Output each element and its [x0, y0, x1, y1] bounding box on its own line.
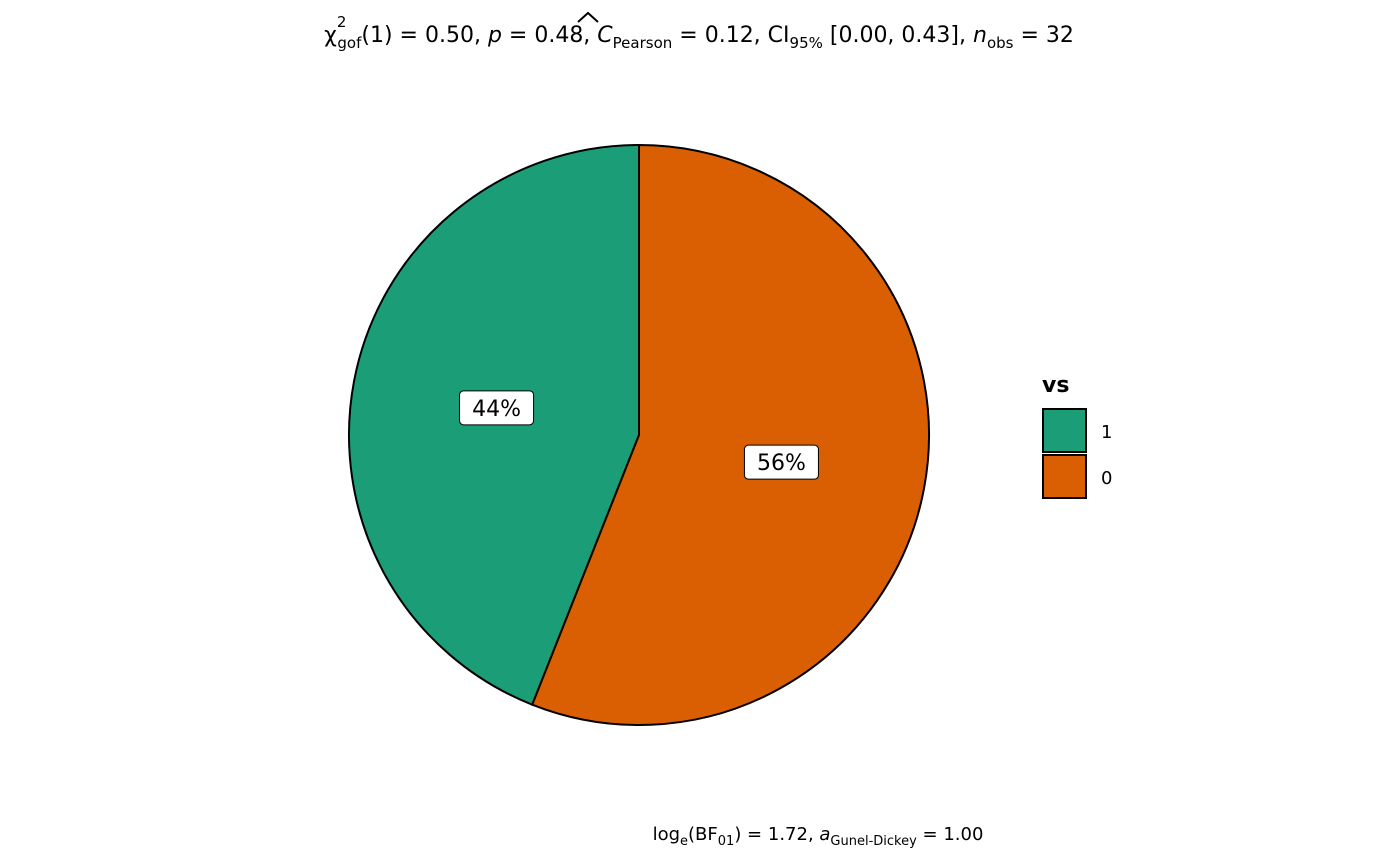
- title-n: n: [973, 23, 987, 48]
- title-df: (1): [361, 23, 392, 48]
- pie-label-box: [459, 390, 535, 426]
- title-chi: χ: [324, 23, 337, 48]
- legend-key-1: [1042, 408, 1087, 453]
- caption-log-sub: e: [680, 834, 688, 849]
- legend-label-0: 0: [1101, 468, 1112, 489]
- title-p: p: [487, 23, 502, 48]
- caption-bf-close: ) = 1.72,: [734, 824, 819, 845]
- pie-slice-labels: 44% 56%: [459, 390, 819, 480]
- caption-bf-open: (BF: [688, 824, 718, 845]
- title-ci-sub: 95%: [790, 34, 823, 52]
- title-hat-mark: [577, 11, 599, 23]
- title-c: C: [597, 23, 613, 48]
- title-n-sub: obs: [987, 34, 1014, 52]
- chart-title: χ2 gof(1) = 0.50, p = 0.48, CPearson = 0.…: [324, 11, 1074, 52]
- chart-caption: loge(BF01) = 1.72, aGunel-Dickey = 1.00: [653, 824, 984, 849]
- title-chi-sub: gof: [337, 34, 362, 52]
- svg-text:loge(BF01) = 1.72, aGunel-Dick: loge(BF01) = 1.72, aGunel-Dickey = 1.00: [653, 824, 984, 849]
- caption-log: log: [653, 824, 680, 845]
- pie-label-0: 56%: [743, 444, 819, 480]
- title-eq1: = 0.50,: [393, 23, 488, 48]
- legend: vs 10: [1042, 373, 1112, 499]
- caption-eq: = 1.00: [917, 824, 984, 845]
- legend-label-1: 1: [1101, 422, 1112, 443]
- caption-a: a: [819, 824, 830, 845]
- title-eq2: = 0.48,: [502, 23, 597, 48]
- title-eq4: = 32: [1013, 23, 1073, 48]
- title-c-sub: Pearson: [613, 34, 673, 52]
- legend-items: 10: [1042, 408, 1112, 499]
- pie-label-1: 44%: [459, 390, 535, 426]
- pie-slice-0: [530, 143, 930, 726]
- legend-key-0: [1042, 454, 1087, 499]
- title-eq3: = 0.12, CI: [672, 23, 789, 48]
- caption-a-sub: Gunel-Dickey: [830, 834, 917, 849]
- pie-label-text: 56%: [757, 451, 806, 476]
- pie-label-box: [743, 444, 819, 480]
- legend-title: vs: [1042, 373, 1069, 398]
- caption-bf-sub: 01: [718, 834, 735, 849]
- title-chi-sup: 2: [337, 13, 347, 31]
- title-ci: [0.00, 0.43],: [823, 23, 973, 48]
- pie-slices: [348, 143, 930, 726]
- pie-label-text: 44%: [472, 397, 521, 422]
